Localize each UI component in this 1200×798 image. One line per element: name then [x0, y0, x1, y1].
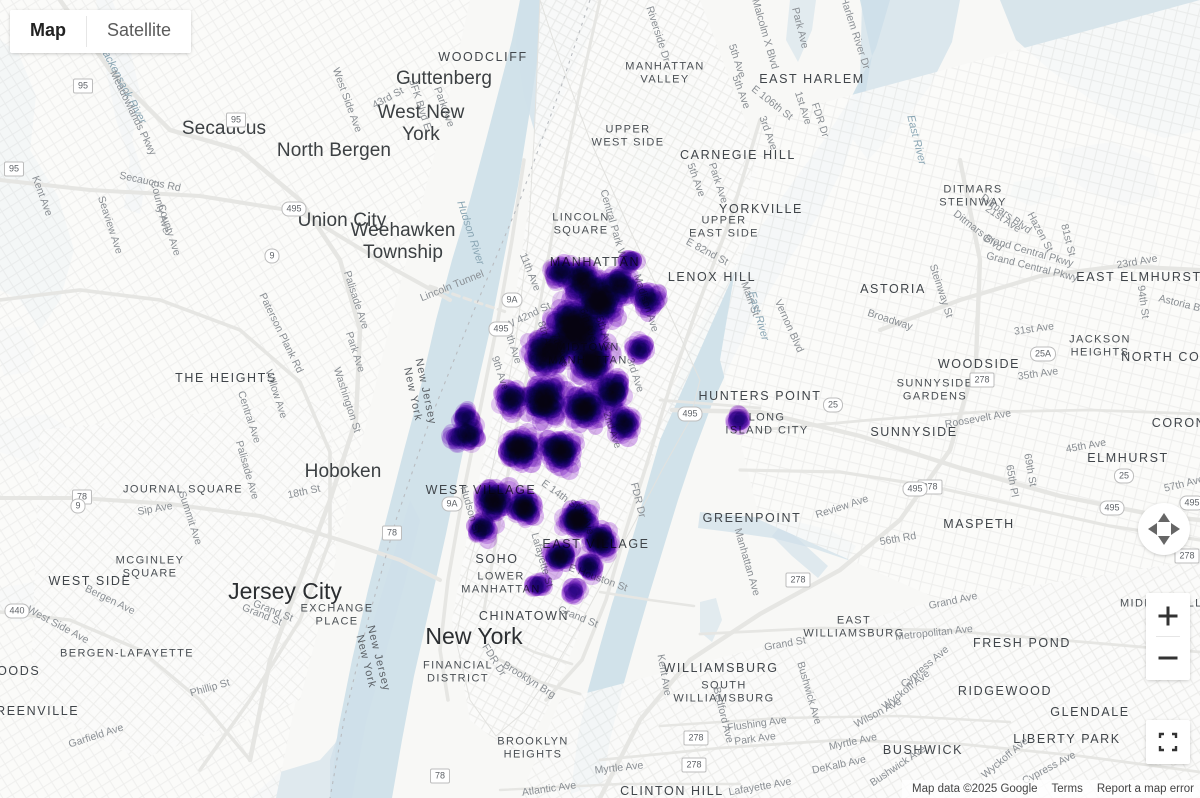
attribution-bar: Map data ©2025 Google Terms Report a map…: [902, 780, 1200, 798]
pan-up-icon: [1158, 513, 1170, 522]
pan-control[interactable]: [1138, 503, 1190, 555]
pan-left-icon: [1148, 523, 1157, 535]
zoom-control-separator: [1156, 636, 1180, 637]
map-type-button-satellite[interactable]: Satellite: [87, 10, 192, 53]
map-type-button-map[interactable]: Map: [10, 10, 86, 53]
zoom-in-button[interactable]: [1146, 595, 1190, 636]
control-divider: [86, 16, 87, 47]
map-data-attribution: Map data ©2025 Google: [912, 783, 1038, 795]
pan-chevron-group: [1148, 513, 1180, 545]
terms-link[interactable]: Terms: [1051, 783, 1083, 795]
pan-down-icon: [1158, 536, 1170, 545]
map-type-control[interactable]: Map Satellite: [10, 10, 192, 53]
zoom-control[interactable]: [1146, 593, 1190, 680]
plus-icon-vertical: [1166, 606, 1170, 625]
pan-right-icon: [1171, 523, 1180, 535]
minus-icon: [1158, 656, 1178, 659]
fullscreen-icon: [1158, 732, 1178, 752]
fullscreen-button[interactable]: [1146, 720, 1190, 764]
zoom-out-button[interactable]: [1146, 637, 1190, 678]
report-map-error-link[interactable]: Report a map error: [1096, 783, 1194, 795]
